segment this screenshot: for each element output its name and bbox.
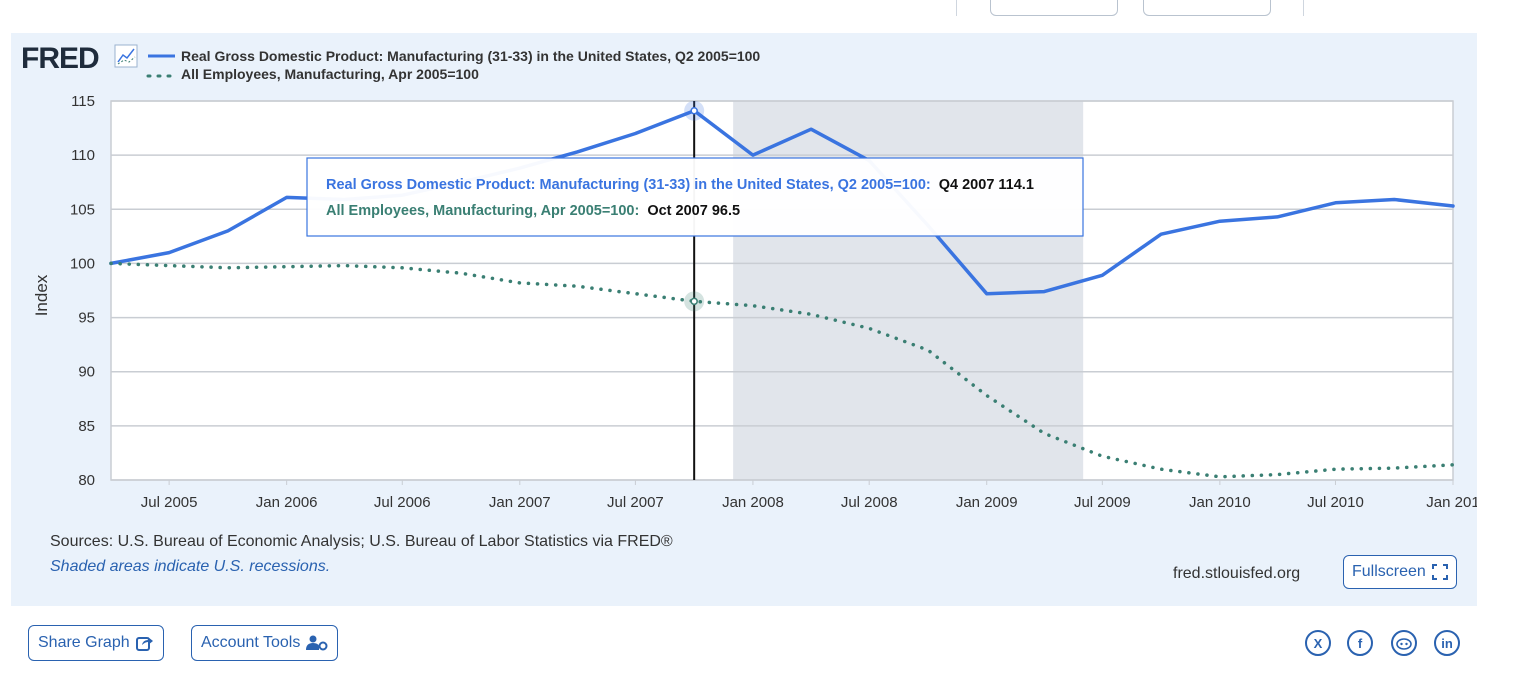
graph-panel: FRED Real Gross Domestic Product: Manufa…: [11, 33, 1477, 606]
reddit-face-glyph: [1396, 638, 1412, 650]
x-tick-label: Jul 2006: [374, 494, 431, 511]
x-tick-label: Jan 2009: [956, 494, 1018, 511]
plot-area[interactable]: 80 85 90 95 100 105 110 115 Index Jul 2005 Jan 200…: [32, 93, 1477, 511]
divider: [956, 0, 957, 16]
site-url: fred.stlouisfed.org: [1173, 565, 1301, 582]
fullscreen-label: Fullscreen: [1352, 563, 1426, 580]
x-tick-label: Jan 2008: [722, 494, 784, 511]
x-tick-label: Jan 201: [1426, 494, 1477, 511]
y-tick-label: 80: [78, 472, 95, 489]
linkedin-icon[interactable]: in: [1434, 630, 1460, 656]
toolbar-button[interactable]: [990, 0, 1118, 16]
divider: [1303, 0, 1304, 16]
employees-series-line[interactable]: [109, 261, 1455, 479]
legend: Real Gross Domestic Product: Manufacturi…: [146, 48, 760, 82]
user-gear-icon: [306, 635, 328, 651]
tooltip-employees-value: Oct 2007 96.5: [647, 203, 740, 219]
tooltip-box: [306, 157, 1084, 237]
share-graph-label: Share Graph: [38, 634, 130, 651]
y-tick-label: 85: [78, 418, 95, 435]
account-tools-button[interactable]: Account Tools: [191, 625, 339, 661]
fred-logo[interactable]: FRED: [21, 42, 100, 75]
x-tick-label: Jul 2008: [841, 494, 898, 511]
y-tick-label: 115: [71, 93, 95, 110]
share-icon: [135, 637, 153, 651]
x-tick-label: Jan 2007: [489, 494, 551, 511]
x-tick-label: Jul 2007: [607, 494, 664, 511]
top-toolbar-remnant: [0, 0, 1532, 33]
y-tick-label: 100: [70, 255, 95, 272]
toolbar-button[interactable]: [1143, 0, 1271, 16]
recession-note: Shaded areas indicate U.S. recessions.: [50, 558, 331, 575]
line-chart[interactable]: FRED Real Gross Domestic Product: Manufa…: [11, 33, 1477, 523]
tooltip-employees-label: All Employees, Manufacturing, Apr 2005=1…: [326, 203, 639, 219]
x-tick-label: Jan 2010: [1189, 494, 1251, 511]
fullscreen-icon: [1431, 564, 1448, 580]
legend-label-gdp: Real Gross Domestic Product: Manufacturi…: [181, 48, 760, 64]
y-tick-label: 105: [70, 201, 95, 218]
y-tick-label: 110: [71, 147, 95, 164]
x-tick-label: Jul 2005: [141, 494, 198, 511]
chart-type-icon[interactable]: [114, 44, 138, 68]
tooltip-gdp-value: Q4 2007 114.1: [939, 177, 1034, 193]
y-axis-title: Index: [32, 274, 51, 316]
account-tools-label: Account Tools: [201, 634, 301, 651]
x-tick-label: Jan 2006: [256, 494, 318, 511]
y-tick-label: 95: [78, 310, 95, 327]
plot-border: [110, 100, 1454, 481]
x-tick-label: Jul 2009: [1074, 494, 1131, 511]
sources-text: Sources: U.S. Bureau of Economic Analysi…: [50, 533, 673, 550]
fullscreen-button[interactable]: Fullscreen: [1343, 555, 1457, 589]
facebook-icon[interactable]: f: [1347, 630, 1373, 656]
gdp-hover-point[interactable]: [690, 106, 698, 115]
x-icon[interactable]: X: [1305, 630, 1331, 656]
y-tick-label: 90: [78, 364, 95, 381]
x-tick-label: Jul 2010: [1307, 494, 1364, 511]
employees-hover-point[interactable]: [690, 297, 698, 306]
reddit-icon[interactable]: [1391, 630, 1417, 656]
tooltip-gdp-label: Real Gross Domestic Product: Manufacturi…: [326, 177, 931, 193]
share-graph-button[interactable]: Share Graph: [28, 625, 164, 661]
legend-label-employees: All Employees, Manufacturing, Apr 2005=1…: [181, 66, 479, 82]
